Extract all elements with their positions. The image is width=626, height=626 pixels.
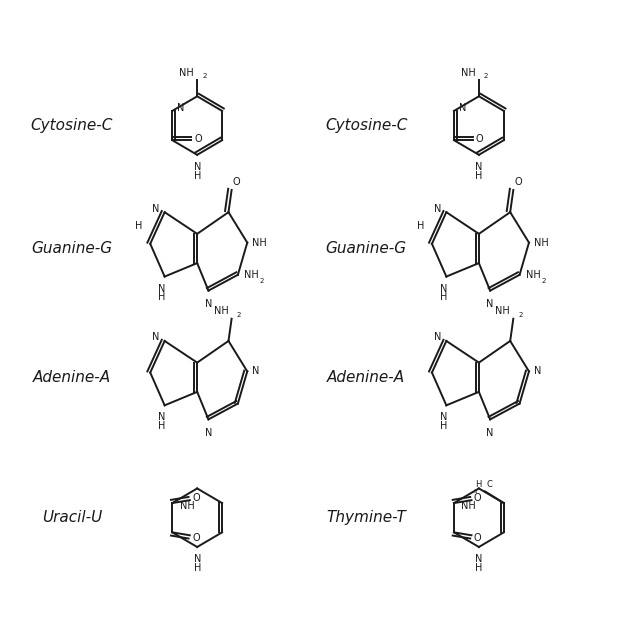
Text: N: N (177, 103, 185, 113)
Text: NH: NH (461, 68, 476, 78)
Text: NH: NH (252, 238, 267, 248)
Text: Structural differences between RNA & DNA: Structural differences between RNA & DNA (67, 11, 559, 30)
Text: N: N (486, 299, 494, 309)
Text: O: O (192, 533, 200, 543)
Text: Guanine-G: Guanine-G (326, 241, 407, 256)
Text: N: N (158, 284, 165, 294)
Text: Thymine-T: Thymine-T (326, 510, 406, 525)
Text: H: H (476, 480, 482, 489)
Text: 2: 2 (202, 73, 207, 79)
Text: N: N (534, 366, 541, 376)
Text: Cytosine-C: Cytosine-C (31, 118, 113, 133)
Text: C: C (486, 480, 492, 489)
Text: H: H (193, 172, 201, 181)
Text: H: H (135, 221, 143, 231)
Text: NH: NH (495, 305, 510, 316)
Text: N: N (252, 366, 260, 376)
Text: H: H (193, 563, 201, 573)
Text: N: N (459, 103, 466, 113)
Text: Cytosine-C: Cytosine-C (325, 118, 408, 133)
Text: NH: NH (213, 305, 228, 316)
Text: H: H (475, 563, 483, 573)
Text: O: O (515, 177, 522, 187)
Text: N: N (205, 299, 212, 309)
Text: N: N (152, 332, 160, 342)
Text: O: O (192, 493, 200, 503)
Text: N: N (475, 554, 483, 564)
Text: 2: 2 (518, 312, 523, 317)
Text: 2: 2 (237, 312, 241, 317)
Text: N: N (205, 428, 212, 438)
Text: H: H (417, 221, 424, 231)
Text: N: N (152, 203, 160, 213)
Text: H: H (439, 292, 447, 302)
Text: O: O (476, 134, 483, 144)
Text: N: N (486, 428, 494, 438)
Text: H: H (475, 172, 483, 181)
Text: 3: 3 (474, 489, 478, 494)
Text: N: N (475, 162, 483, 172)
Text: O: O (233, 177, 240, 187)
Text: 2: 2 (260, 279, 264, 284)
Text: H: H (158, 421, 165, 431)
Text: 2: 2 (484, 73, 488, 79)
Text: H: H (158, 292, 165, 302)
Text: N: N (434, 203, 441, 213)
Text: Uracil-U: Uracil-U (42, 510, 102, 525)
Text: H: H (439, 421, 447, 431)
Text: 2: 2 (541, 279, 546, 284)
Text: N: N (158, 413, 165, 423)
Text: N: N (434, 332, 441, 342)
Text: Adenine-A: Adenine-A (33, 370, 111, 385)
Text: N: N (193, 554, 201, 564)
Text: N: N (193, 162, 201, 172)
Text: NH: NH (461, 501, 476, 511)
Text: N: N (439, 284, 447, 294)
Text: O: O (474, 533, 481, 543)
Text: NH: NH (244, 270, 259, 280)
Text: N: N (439, 413, 447, 423)
Text: O: O (194, 134, 202, 144)
Text: Guanine-G: Guanine-G (31, 241, 113, 256)
Text: Adenine-A: Adenine-A (327, 370, 405, 385)
Text: O: O (474, 493, 481, 503)
Text: NH: NH (534, 238, 549, 248)
Text: NH: NH (179, 68, 194, 78)
Text: NH: NH (180, 501, 195, 511)
Text: NH: NH (526, 270, 541, 280)
